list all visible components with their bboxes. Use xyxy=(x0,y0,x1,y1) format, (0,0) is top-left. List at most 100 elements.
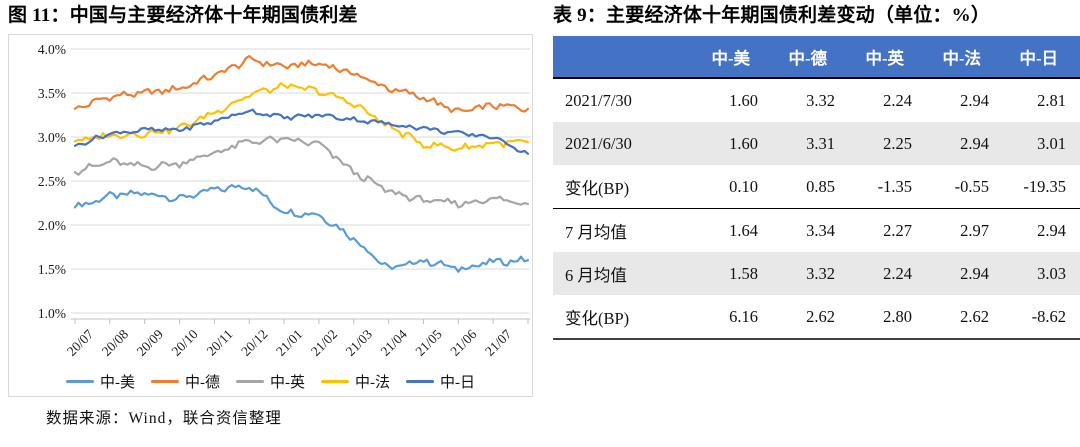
figure-title: 图 11：中国与主要经济体十年期国债利差 xyxy=(8,5,358,26)
x-axis-tick-label: 20/12 xyxy=(238,327,270,359)
row-label-cell: 2021/6/30 xyxy=(565,133,632,153)
legend-label: 中-英 xyxy=(270,375,305,391)
x-axis-tick-label: 21/07 xyxy=(482,326,515,359)
value-cell: 2.94 xyxy=(960,263,989,283)
y-axis-tick-label: 3.0% xyxy=(38,130,66,145)
table-row: 2021/7/30 1.60 3.32 2.24 2.94 2.81 xyxy=(553,78,1080,122)
series-line-中-法 xyxy=(73,82,530,152)
x-axis-tick-label: 20/10 xyxy=(168,326,201,359)
table-title: 表 9：主要经济体十年期国债利差变动（单位：%） xyxy=(553,5,991,26)
legend-item: 中-英 xyxy=(236,371,305,392)
series-line-中-英 xyxy=(73,135,530,209)
value-cell: 2.27 xyxy=(883,220,912,240)
table-row: 6 月均值 1.58 3.32 2.24 2.94 3.03 xyxy=(553,252,1080,295)
data-source-note: 数据来源：Wind，联合资信整理 xyxy=(46,410,282,427)
value-cell: 1.64 xyxy=(729,220,758,240)
value-cell: 3.32 xyxy=(806,90,835,110)
table-header-cell: 中-日 xyxy=(1019,48,1059,68)
x-axis-tick-label: 21/06 xyxy=(447,326,480,359)
series-line-中-日 xyxy=(73,108,530,155)
table-body: 2021/7/30 1.60 3.32 2.24 2.94 2.81 2021/6/30 1.… xyxy=(553,78,1080,339)
table-header-cell: 中-英 xyxy=(865,48,905,68)
line-chart: 4.0% 3.5% 3.0% 2.5% 2.0% 1.5% 1.0% 20/07 20/08 20… xyxy=(8,34,533,397)
x-axis-tick-label: 21/03 xyxy=(343,326,376,359)
x-axis-tick-label: 21/04 xyxy=(378,326,411,359)
table-header-cell: 中-美 xyxy=(711,48,751,68)
x-axis-tick-label: 20/08 xyxy=(99,326,132,359)
value-cell: 2.97 xyxy=(960,220,989,240)
table-row: 变化(BP) 6.16 2.62 2.80 2.62 -8.62 xyxy=(553,295,1080,339)
x-axis-tick-label: 20/09 xyxy=(134,326,167,359)
legend-item: 中-日 xyxy=(406,371,475,392)
value-cell: 1.60 xyxy=(729,133,758,153)
figure-section: 图 11：中国与主要经济体十年期国债利差 4.0% 3.5% 3.0% 2.5% 2.0… xyxy=(8,2,535,428)
row-label-cell: 6 月均值 xyxy=(565,265,627,285)
table-header: 中-美 中-德 中-英 中-法 中-日 xyxy=(553,36,1080,78)
y-axis-tick-label: 1.5% xyxy=(38,262,66,277)
chart-legend: 中-美 中-德 中-英 中-法 中-日 xyxy=(9,367,532,396)
value-cell: 3.03 xyxy=(1037,263,1066,283)
table-row: 变化(BP) 0.10 0.85 -1.35 -0.55 -19.35 xyxy=(553,165,1080,209)
y-axis-tick-label: 4.0% xyxy=(38,42,66,57)
value-cell: 3.31 xyxy=(806,133,835,153)
legend-line-swatch xyxy=(151,379,179,384)
value-cell: 2.94 xyxy=(1037,220,1066,240)
y-axis-tick-label: 3.5% xyxy=(38,86,66,101)
value-cell: 2.62 xyxy=(960,306,989,326)
spread-table: 中-美 中-德 中-英 中-法 中-日 2021/7/30 1.60 3.32 2.24 2.9… xyxy=(553,36,1080,340)
legend-label: 中-法 xyxy=(355,375,390,391)
table-header-cell: 中-法 xyxy=(942,48,982,68)
y-axis-tick-label: 2.5% xyxy=(38,174,66,189)
value-cell: 2.25 xyxy=(883,133,912,153)
legend-item: 中-法 xyxy=(321,371,390,392)
legend-item: 中-德 xyxy=(151,371,220,392)
table-row: 7 月均值 1.64 3.34 2.27 2.97 2.94 xyxy=(553,209,1080,253)
value-cell: 2.80 xyxy=(883,306,912,326)
x-axis-tick-label: 21/05 xyxy=(412,326,445,359)
table-section: 表 9：主要经济体十年期国债利差变动（单位：%） 中-美 中-德 中-英 中-法 中-日… xyxy=(553,2,1080,340)
row-label-cell: 7 月均值 xyxy=(565,222,627,242)
row-label-cell: 变化(BP) xyxy=(565,308,630,328)
y-axis-tick-label: 2.0% xyxy=(38,218,66,233)
value-cell: 1.60 xyxy=(729,90,758,110)
legend-line-swatch xyxy=(66,379,94,384)
value-cell: -19.35 xyxy=(1023,176,1066,196)
value-cell: 3.01 xyxy=(1037,133,1066,153)
value-cell: 2.81 xyxy=(1037,90,1066,110)
legend-label: 中-日 xyxy=(440,375,475,391)
legend-line-swatch xyxy=(406,379,434,384)
value-cell: 2.94 xyxy=(960,90,989,110)
row-label-cell: 2021/7/30 xyxy=(565,90,632,110)
value-cell: 0.10 xyxy=(729,176,758,196)
legend-line-swatch xyxy=(236,379,264,384)
value-cell: 2.62 xyxy=(806,306,835,326)
series-line-中-美 xyxy=(73,184,530,273)
chart-plot-area: 4.0%3.5%3.0%2.5%2.0%1.5%1.0%20/07 20/08 20… xyxy=(38,42,530,359)
value-cell: 3.32 xyxy=(806,263,835,283)
value-cell: -1.35 xyxy=(877,176,912,196)
table-header-row: 中-美 中-德 中-英 中-法 中-日 xyxy=(553,36,1080,78)
legend-item: 中-美 xyxy=(66,371,135,392)
value-cell: -8.62 xyxy=(1031,306,1066,326)
table-header-cell: 中-德 xyxy=(788,48,828,68)
table-row: 2021/6/30 1.60 3.31 2.25 2.94 3.01 xyxy=(553,122,1080,165)
value-cell: 2.24 xyxy=(883,90,912,110)
value-cell: 2.94 xyxy=(960,133,989,153)
y-axis-tick-label: 1.0% xyxy=(38,306,66,321)
value-cell: 2.24 xyxy=(883,263,912,283)
series-line-中-德 xyxy=(73,55,530,114)
row-label-cell: 变化(BP) xyxy=(565,178,630,198)
x-axis-tick-label: 21/01 xyxy=(273,327,305,359)
x-axis-tick-label: 20/11 xyxy=(204,327,236,359)
value-cell: 6.16 xyxy=(729,306,758,326)
value-cell: 0.85 xyxy=(806,176,835,196)
legend-line-swatch xyxy=(321,379,349,384)
value-cell: 1.58 xyxy=(729,263,758,283)
x-axis-tick-label: 20/07 xyxy=(64,326,97,359)
value-cell: -0.55 xyxy=(954,176,989,196)
table-header-cell xyxy=(553,36,695,78)
value-cell: 3.34 xyxy=(806,220,835,240)
legend-label: 中-德 xyxy=(185,375,220,391)
x-axis-tick-label: 21/02 xyxy=(308,327,340,359)
